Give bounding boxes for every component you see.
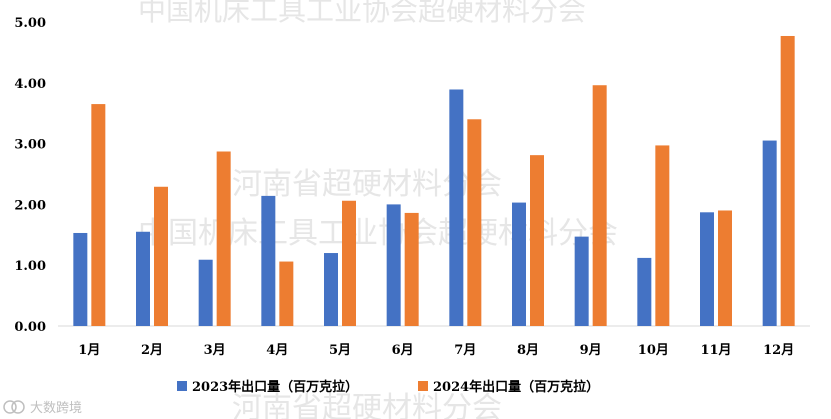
bar-2023 xyxy=(449,89,464,326)
bar-2023 xyxy=(700,212,714,326)
x-tick-label: 5月 xyxy=(329,343,351,358)
bar-2023 xyxy=(762,140,777,326)
x-tick-label: 12月 xyxy=(763,343,794,358)
x-axis: 1月 2月 3月 4月 5月 6月 7月 8月 9月 10月 11月 12月 xyxy=(78,343,794,358)
logo: 大数跨境 xyxy=(3,400,82,416)
watermark-text: 中国机床工具工业协会超硬材料分会 xyxy=(138,0,586,27)
legend: 2023年出口量（百万克拉） 2024年出口量（百万克拉） xyxy=(177,379,599,395)
legend-label-2023: 2023年出口量（百万克拉） xyxy=(192,379,358,395)
x-tick-label: 8月 xyxy=(517,343,539,358)
y-tick-label: 0.00 xyxy=(14,320,46,335)
bar-2023 xyxy=(73,232,88,326)
bar-2024 xyxy=(216,151,231,326)
logo-icon xyxy=(3,400,17,414)
bar-2023 xyxy=(386,204,401,326)
watermark-text: 中国机床工具工业协会超硬材料分会 xyxy=(138,216,618,251)
x-tick-label: 6月 xyxy=(392,343,414,358)
watermark-text: 河南省超硬材料分会 xyxy=(232,391,502,419)
legend-label-2024: 2024年出口量（百万克拉） xyxy=(433,379,599,395)
bar-2023 xyxy=(324,253,338,326)
x-tick-label: 4月 xyxy=(266,343,288,358)
y-tick-label: 3.00 xyxy=(14,138,46,153)
y-tick-label: 1.00 xyxy=(14,259,46,274)
x-tick-label: 10月 xyxy=(638,343,669,358)
bar-2024 xyxy=(780,35,795,326)
x-tick-label: 11月 xyxy=(700,343,731,358)
legend-swatch-2024 xyxy=(418,381,428,391)
bar-2024 xyxy=(342,200,356,326)
x-tick-label: 9月 xyxy=(580,343,602,358)
bar-2024 xyxy=(467,119,482,326)
x-tick-label: 7月 xyxy=(454,343,476,358)
bar-2023 xyxy=(512,202,526,326)
bar-2024 xyxy=(655,145,670,326)
legend-swatch-2023 xyxy=(177,381,187,391)
x-tick-label: 3月 xyxy=(204,343,226,358)
bar-2023 xyxy=(637,257,652,326)
bar-2023 xyxy=(261,195,276,326)
logo-icon xyxy=(11,400,25,414)
bar-2023 xyxy=(198,259,213,326)
bar-2024 xyxy=(279,261,294,326)
bar-2024 xyxy=(530,155,544,326)
bar-2023 xyxy=(136,231,150,326)
y-axis: 0.00 1.00 2.00 3.00 4.00 5.00 xyxy=(14,16,46,335)
x-tick-label: 2月 xyxy=(141,343,163,358)
bar-2024 xyxy=(718,210,732,326)
y-tick-label: 2.00 xyxy=(14,198,46,213)
bars-group xyxy=(73,35,795,327)
x-tick-label: 1月 xyxy=(78,343,100,358)
bar-2024 xyxy=(154,186,168,326)
logo-text: 大数跨境 xyxy=(30,401,82,416)
y-tick-label: 5.00 xyxy=(14,16,46,31)
bar-2024 xyxy=(91,104,106,326)
bar-2024 xyxy=(592,85,607,327)
y-tick-label: 4.00 xyxy=(14,77,46,92)
bar-2024 xyxy=(404,212,419,326)
bar-2023 xyxy=(574,236,589,326)
